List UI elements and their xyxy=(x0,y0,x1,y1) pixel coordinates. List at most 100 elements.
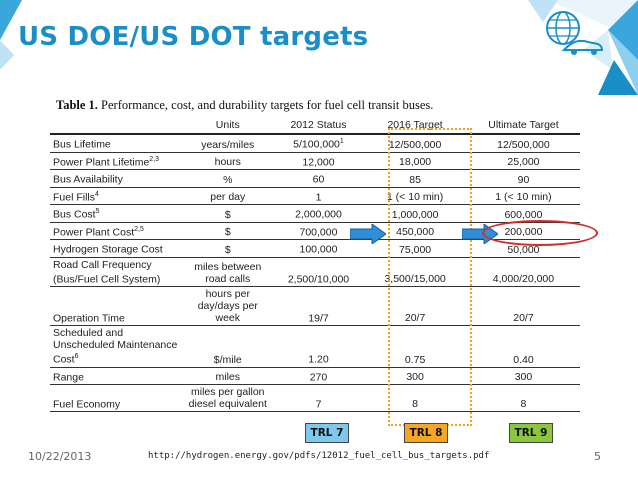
cell-units: hours xyxy=(181,152,274,170)
target-2016-value: 18,000 xyxy=(399,156,432,168)
cell-param: Power Plant Cost2,5 xyxy=(50,222,182,240)
ultimate-target-value: 0.40 xyxy=(513,353,534,366)
status-2012-value: 60 xyxy=(312,173,325,186)
status-2012-value: 2,000,000 xyxy=(295,208,342,221)
ultimate-target-value: 600,000 xyxy=(504,208,543,221)
header-param xyxy=(50,117,182,135)
cell-target-2016: 8 xyxy=(363,384,467,412)
table-row: Range miles 270 300 300 xyxy=(50,367,580,385)
param-footnote: 4 xyxy=(95,190,99,198)
cell-ultimate-target: 20/7 xyxy=(466,286,580,326)
table-row: Scheduled and Unscheduled Maintenance Co… xyxy=(50,325,580,368)
cell-ultimate-target: 4,000/20,000 xyxy=(466,257,580,287)
page-number: 5 xyxy=(594,450,601,463)
cell-param: Road Call Frequency (Bus/Fuel Cell Syste… xyxy=(50,257,182,287)
slide-date: 10/22/2013 xyxy=(28,450,92,463)
cell-status-2012: 100,000 xyxy=(273,239,364,258)
target-2016-value: 1 (< 10 min) xyxy=(386,191,444,203)
units-value: miles per gallon diesel equivalent xyxy=(188,386,267,410)
table-row: Fuel Fills4 per day 1 1 (< 10 min) 1 (< 10 m… xyxy=(50,187,580,205)
status-2012-value: 12,000 xyxy=(302,156,335,168)
cell-status-2012: 1.20 xyxy=(273,325,364,368)
arrow-right-icon xyxy=(350,224,386,244)
cell-status-2012: 7 xyxy=(273,384,364,412)
table-caption-text: Performance, cost, and durability target… xyxy=(101,98,434,112)
cell-ultimate-target: 600,000 xyxy=(466,204,580,223)
param-footnote: 5 xyxy=(95,208,100,215)
status-2012-value: 1.20 xyxy=(308,353,329,366)
cell-status-2012: 700,000 xyxy=(273,222,364,240)
target-2016-value: 8 xyxy=(412,398,419,410)
status-2012-value: 7 xyxy=(315,398,322,410)
cell-ultimate-target: 25,000 xyxy=(466,152,580,170)
target-2016-highlight xyxy=(388,128,472,426)
targets-table-figure: Table 1. Performance, cost, and durabili… xyxy=(50,98,590,412)
table-row: Bus Cost5 $2,000,000 1,000,000 600,000 xyxy=(50,204,580,223)
trl-8-badge: TRL 8 xyxy=(404,423,448,443)
param-footnote: 6 xyxy=(74,353,79,360)
units-value: miles between road calls xyxy=(194,261,262,285)
header-units: Units xyxy=(181,117,274,135)
cell-ultimate-target: 300 xyxy=(466,367,580,385)
ultimate-target-value: 20/7 xyxy=(513,312,534,324)
cell-status-2012: 60 xyxy=(273,169,364,188)
trl-9-badge: TRL 9 xyxy=(509,423,553,443)
cell-ultimate-target: 8 xyxy=(466,384,580,412)
param-value: Hydrogen Storage Cost xyxy=(53,243,163,256)
param-value: Bus Cost xyxy=(53,208,96,221)
table-body: Bus Lifetime years/miles 5/100,0001 12/500,… xyxy=(50,134,580,412)
units-value: miles xyxy=(215,371,241,383)
cell-target-2016: 3,500/15,000 xyxy=(363,257,467,287)
cell-units: hours per day/days per week xyxy=(181,286,274,326)
cell-units: years/miles xyxy=(181,134,274,153)
cell-status-2012: 2,500/10,000 xyxy=(273,257,364,287)
ultimate-target-value: 12/500,000 xyxy=(497,138,550,151)
status-2012-value: 1 xyxy=(315,191,322,203)
globe-car-icon xyxy=(528,0,638,95)
target-2016-value: 450,000 xyxy=(396,226,435,238)
units-value: $ xyxy=(224,243,231,256)
cell-status-2012: 12,000 xyxy=(273,152,364,170)
table-caption-label: Table 1. xyxy=(56,98,98,112)
ultimate-target-value: 4,000/20,000 xyxy=(492,273,555,285)
cell-target-2016: 0.75 xyxy=(363,325,467,368)
ultimate-bus-cost-highlight xyxy=(482,220,598,246)
cell-param: Bus Cost5 xyxy=(50,204,182,223)
status-2012-value: 5/100,000 xyxy=(293,138,340,151)
param-value: Power Plant Cost xyxy=(53,226,135,238)
param-value: Fuel Fills xyxy=(53,191,96,203)
table-header-row: Units 2012 Status 2016 Target Ultimate T… xyxy=(50,117,580,135)
target-2016-value: 20/7 xyxy=(404,312,426,324)
cell-ultimate-target: 12/500,000 xyxy=(466,134,580,153)
trl-7-badge: TRL 7 xyxy=(305,423,349,443)
cell-units: $/mile xyxy=(181,325,274,368)
status-2012-value: 700,000 xyxy=(299,226,338,238)
param-footnote: 2,5 xyxy=(134,225,144,233)
table-row: Power Plant Lifetime2,3 hours 12,000 18,000… xyxy=(50,152,580,170)
ultimate-target-value: 1 (< 10 min) xyxy=(495,191,552,203)
target-2016-value: 75,000 xyxy=(399,243,432,256)
status-2012-value: 2,500/10,000 xyxy=(287,273,350,285)
cell-status-2012: 19/7 xyxy=(273,286,364,326)
cell-param: Bus Availability xyxy=(50,169,182,188)
target-2016-value: 0.75 xyxy=(404,353,426,366)
target-2016-value: 85 xyxy=(409,173,421,186)
cell-ultimate-target: 0.40 xyxy=(466,325,580,368)
cell-ultimate-target: 90 xyxy=(466,169,580,188)
table-row: Operation Time hours per day/days per wee… xyxy=(50,286,580,326)
cell-units: miles per gallon diesel equivalent xyxy=(181,384,274,412)
table-row: Fuel Economy miles per gallon diesel equi… xyxy=(50,384,580,412)
cell-param: Power Plant Lifetime2,3 xyxy=(50,152,182,170)
source-link[interactable]: http://hydrogen.energy.gov/pdfs/12012_fu… xyxy=(148,451,490,461)
units-value: hours per day/days per week xyxy=(197,288,258,324)
status-2012-footnote: 1 xyxy=(339,138,344,145)
units-value: $ xyxy=(224,208,231,221)
units-value: % xyxy=(223,173,233,186)
cell-units: miles xyxy=(181,367,274,385)
cell-target-2016: 20/7 xyxy=(363,286,467,326)
param-value: Scheduled and Unscheduled Maintenance Co… xyxy=(53,327,178,366)
targets-table: Units 2012 Status 2016 Target Ultimate T… xyxy=(50,117,580,412)
cell-units: miles between road calls xyxy=(181,257,274,287)
ultimate-target-value: 25,000 xyxy=(507,156,540,168)
cell-status-2012: 5/100,0001 xyxy=(273,134,364,153)
